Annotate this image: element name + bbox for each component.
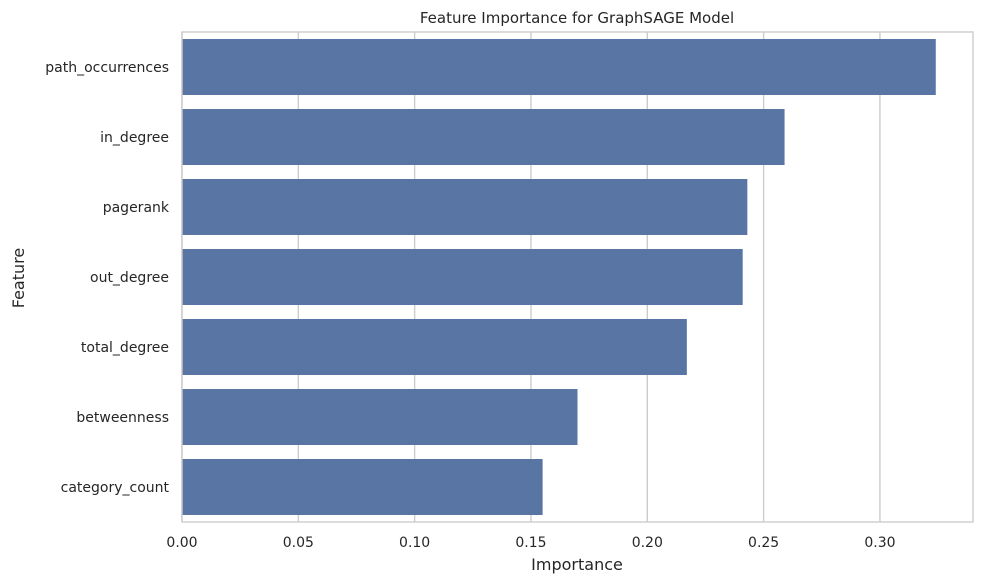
bar-in-degree — [182, 109, 785, 165]
y-tick-labels: path_occurrences in_degree pagerank out_deg… — [45, 60, 170, 496]
bar-out-degree — [182, 249, 743, 305]
x-tick-label: 0.30 — [864, 535, 895, 551]
bar-category-count — [182, 459, 543, 515]
y-tick-label: total_degree — [81, 340, 169, 356]
y-tick-label: in_degree — [100, 130, 169, 146]
x-tick-label: 0.00 — [166, 535, 197, 551]
y-tick-label: out_degree — [90, 270, 169, 286]
y-axis-label: Feature — [9, 248, 28, 308]
x-tick-label: 0.10 — [399, 535, 430, 551]
x-tick-label: 0.05 — [283, 535, 314, 551]
bar-total-degree — [182, 319, 687, 375]
bar-betweenness — [182, 389, 578, 445]
bars — [182, 39, 936, 515]
x-tick-label: 0.15 — [515, 535, 546, 551]
plot-frame — [181, 31, 974, 523]
x-tick-label: 0.20 — [632, 535, 663, 551]
bar-pagerank — [182, 179, 748, 235]
x-tick-labels: 0.00 0.05 0.10 0.15 0.20 0.25 0.30 — [166, 535, 895, 551]
y-tick-label: category_count — [61, 480, 170, 496]
chart-title: Feature Importance for GraphSAGE Model — [420, 9, 734, 27]
bar-path-occurrences — [182, 39, 936, 95]
y-tick-label: betweenness — [76, 410, 169, 426]
x-axis-label: Importance — [531, 555, 623, 574]
y-tick-label: path_occurrences — [45, 60, 169, 76]
x-tick-label: 0.25 — [748, 535, 779, 551]
y-tick-label: pagerank — [103, 200, 170, 216]
